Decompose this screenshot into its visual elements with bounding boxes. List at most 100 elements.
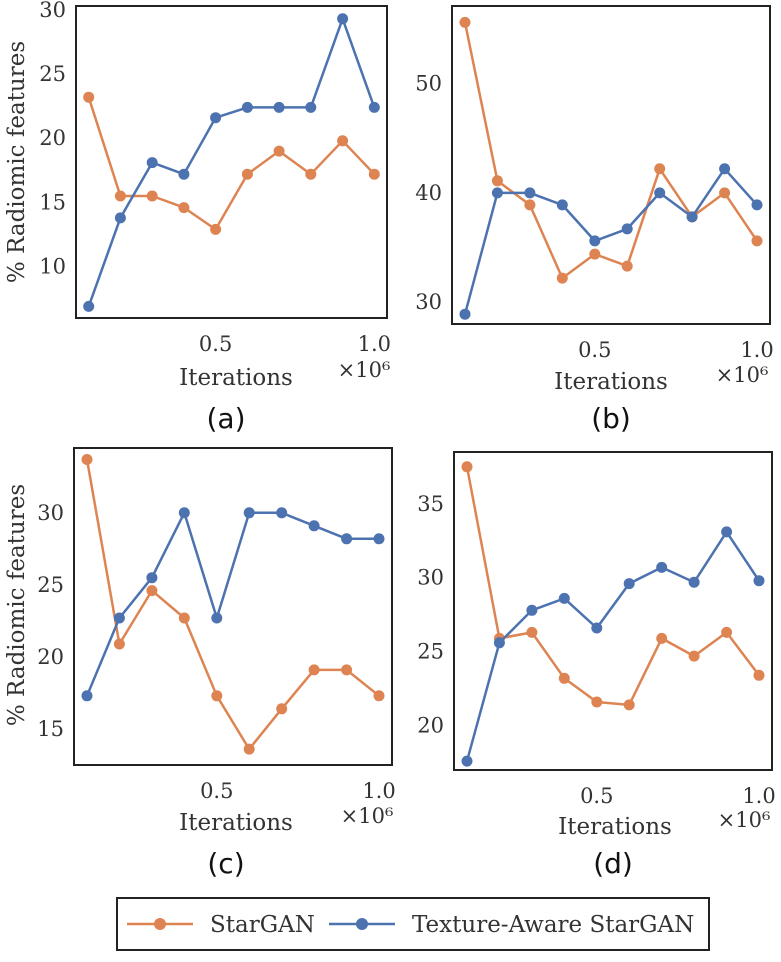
texture-data-point <box>719 163 731 175</box>
y-tick-label: 35 <box>417 492 444 516</box>
y-tick-labels: 30 40 50 <box>415 72 442 315</box>
legend-item-stargan: StarGAN <box>127 912 315 938</box>
stargan-data-point <box>459 16 471 28</box>
x-tick-labels: 0.5 1.0 <box>200 779 396 803</box>
x-axis-label: Iterations <box>554 369 668 395</box>
legend: StarGAN Texture-Aware StarGAN <box>116 897 710 951</box>
panel-b: 30 40 50 0.5 1.0 Iterations ×10⁶ (b) <box>415 5 774 435</box>
texture-data-point <box>591 622 603 634</box>
y-tick-label: 25 <box>417 640 444 664</box>
texture-data-point <box>178 168 190 180</box>
x-tick-label: 1.0 <box>362 779 395 803</box>
panel-a: 10 15 20 25 30 0.5 1.0 % Radiomic features It… <box>4 0 391 435</box>
y-tick-label: 40 <box>415 181 442 205</box>
stargan-data-point <box>178 202 190 214</box>
y-tick-label: 25 <box>37 573 64 597</box>
stargan-data-point <box>491 175 503 187</box>
plot-marks <box>81 454 385 755</box>
stargan-data-point <box>751 235 763 247</box>
stargan-data-point <box>83 91 95 103</box>
x-tick-labels: 0.5 1.0 <box>578 338 774 362</box>
texture-data-point <box>373 533 385 545</box>
stargan-data-point <box>589 248 601 260</box>
texture-data-point <box>654 187 666 199</box>
stargan-data-point <box>273 145 285 157</box>
stargan-data-point <box>146 585 158 597</box>
stargan-data-point <box>753 669 765 681</box>
x-axis-multiplier: ×10⁶ <box>718 808 771 832</box>
texture-data-point <box>623 578 635 590</box>
stargan-series-line <box>87 96 376 231</box>
x-axis-multiplier: ×10⁶ <box>338 358 391 382</box>
y-tick-label: 15 <box>39 190 66 214</box>
texture-series-line <box>465 530 761 762</box>
texture-data-point <box>751 199 763 211</box>
legend-label: Texture-Aware StarGAN <box>412 912 694 938</box>
y-axis-label: % Radiomic features <box>4 41 30 283</box>
stargan-data-point <box>241 168 253 180</box>
texture-data-point <box>211 612 223 624</box>
stargan-data-point <box>526 626 538 638</box>
legend-label: StarGAN <box>210 912 315 938</box>
x-tick-label: 1.0 <box>742 784 775 808</box>
stargan-data-point <box>114 190 126 202</box>
stargan-data-point <box>654 163 666 175</box>
texture-data-point <box>241 101 253 113</box>
texture-data-point <box>308 520 320 532</box>
y-tick-label: 20 <box>39 126 66 150</box>
texture-data-point <box>753 575 765 587</box>
plot-marks <box>459 16 763 320</box>
y-tick-label: 30 <box>417 566 444 590</box>
texture-series-line <box>463 167 758 315</box>
stargan-data-point <box>81 454 93 465</box>
stargan-data-point <box>556 272 568 284</box>
plot-frame <box>451 5 771 325</box>
legend-frame <box>116 897 710 951</box>
plot-marks <box>83 13 380 312</box>
x-axis-multiplier: ×10⁶ <box>341 804 394 828</box>
y-tick-label: 30 <box>37 501 64 525</box>
legend-swatch-marker <box>154 918 166 930</box>
stargan-series-line <box>463 22 759 280</box>
x-tick-label: 0.5 <box>580 784 613 808</box>
x-tick-label: 1.0 <box>740 338 773 362</box>
texture-data-point <box>146 157 158 169</box>
texture-data-point <box>276 507 288 519</box>
plot-frame <box>75 5 388 319</box>
texture-data-point <box>210 112 222 124</box>
y-tick-label: 30 <box>415 290 442 314</box>
stargan-data-point <box>146 190 158 202</box>
texture-data-point <box>114 212 126 224</box>
stargan-data-point <box>719 187 731 199</box>
panel-caption: (b) <box>591 402 631 435</box>
stargan-data-point <box>337 135 349 147</box>
texture-data-point <box>368 101 380 113</box>
x-tick-label: 1.0 <box>358 332 391 356</box>
y-tick-labels: 15 20 25 30 <box>37 501 64 741</box>
y-tick-label: 20 <box>37 645 64 669</box>
x-tick-labels: 0.5 1.0 <box>580 784 776 808</box>
x-tick-labels: 0.5 1.0 <box>199 332 391 356</box>
legend-item-texture-aware-stargan: Texture-Aware StarGAN <box>329 912 694 938</box>
texture-data-point <box>524 187 536 199</box>
stargan-data-point <box>178 612 190 624</box>
texture-data-point <box>493 637 505 649</box>
stargan-data-point <box>113 638 125 650</box>
x-axis-label: Iterations <box>558 814 672 840</box>
stargan-data-point <box>276 703 288 715</box>
texture-data-point <box>558 592 570 604</box>
stargan-data-point <box>591 696 603 708</box>
texture-data-point <box>686 211 698 223</box>
texture-data-point <box>273 101 285 113</box>
legend-swatch-marker <box>356 918 368 930</box>
x-axis-label: Iterations <box>179 365 293 391</box>
x-axis-multiplier: ×10⁶ <box>716 363 769 387</box>
stargan-data-point <box>688 650 700 662</box>
y-tick-label: 20 <box>417 714 444 738</box>
panel-caption: (d) <box>593 847 633 880</box>
texture-data-point <box>688 576 700 588</box>
stargan-data-point <box>368 168 380 180</box>
stargan-series-line <box>85 459 380 751</box>
x-axis-label: Iterations <box>179 810 293 836</box>
x-tick-label: 0.5 <box>200 779 233 803</box>
